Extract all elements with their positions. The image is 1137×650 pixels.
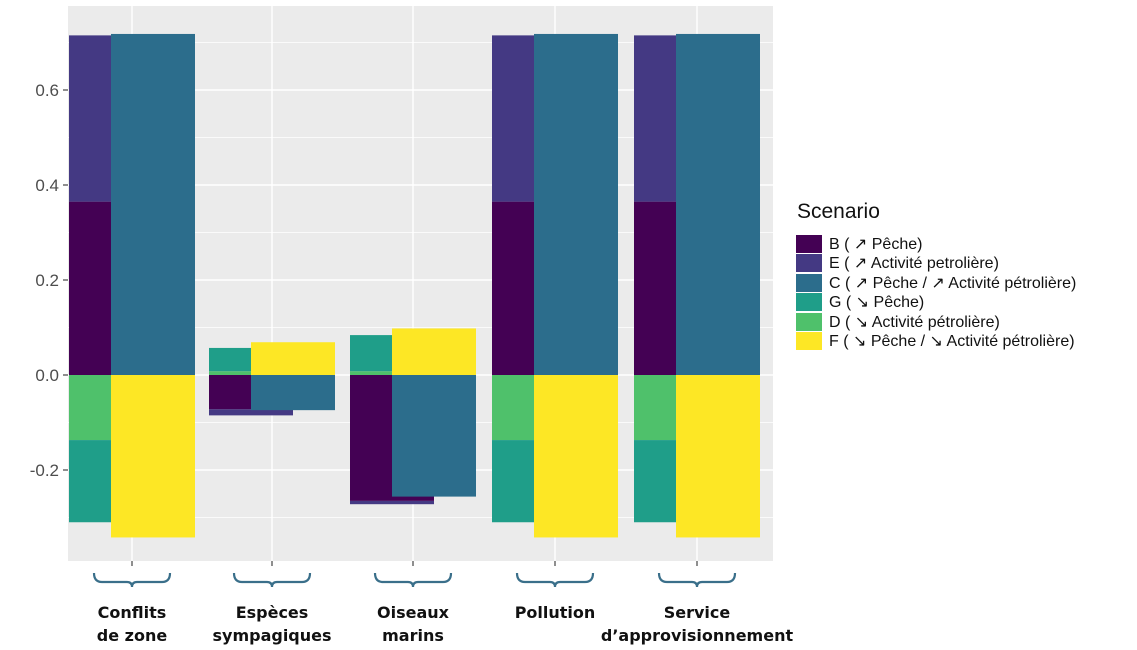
bar-segments xyxy=(69,33,760,538)
category-label: marins xyxy=(382,626,444,645)
legend-swatch xyxy=(796,312,822,331)
x-axis: Conflits de zone Espèces sympagiques Oiseaux… xyxy=(92,561,794,645)
legend-item: D ( ↘ Activité pétrolière) xyxy=(796,312,1136,332)
category-label: Conflits xyxy=(98,603,167,622)
bar-segment-F xyxy=(111,375,195,538)
category-brace xyxy=(92,572,172,588)
legend-item: G ( ↘ Pêche) xyxy=(796,293,1136,313)
legend-label: C ( ↗ Pêche / ↗ Activité pétrolière) xyxy=(829,274,1077,292)
bar-segment-F xyxy=(251,342,335,375)
category-label: Oiseaux xyxy=(377,603,450,622)
bar-segment-E xyxy=(350,500,434,505)
legend-swatch xyxy=(796,293,822,312)
legend-swatch xyxy=(796,234,822,253)
legend-swatch xyxy=(796,273,822,292)
legend-swatch xyxy=(796,332,822,351)
legend-item: B ( ↗ Pêche) xyxy=(796,234,1136,254)
legend-label: E ( ↗ Activité petrolière) xyxy=(829,255,999,273)
bar-segment-C xyxy=(111,33,195,375)
category-brace xyxy=(232,572,312,588)
legend-label: D ( ↘ Activité pétrolière) xyxy=(829,313,1000,331)
bar-segment-E xyxy=(209,409,293,416)
y-tick-label: 0.6 xyxy=(35,81,59,100)
legend-title: Scenario xyxy=(797,200,880,223)
bar-segment-C xyxy=(251,375,335,411)
category-label: de zone xyxy=(97,626,168,645)
legend-label: G ( ↘ Pêche) xyxy=(829,294,925,312)
bar-segment-F xyxy=(676,375,760,538)
y-tick-label: 0.2 xyxy=(35,271,59,290)
category-label: Espèces xyxy=(236,603,309,622)
bar-segment-F xyxy=(392,328,476,375)
legend-label: F ( ↘ Pêche / ↘ Activité pétrolière) xyxy=(829,333,1075,351)
legend-items: B ( ↗ Pêche) E ( ↗ Activité petrolière) C … xyxy=(796,234,1136,351)
category-label: Service xyxy=(664,603,731,622)
category-label: d’approvisionnement xyxy=(601,626,794,645)
y-tick-label: 0.4 xyxy=(35,176,59,195)
bar-segment-C xyxy=(676,33,760,375)
y-axis: 0.6 0.4 0.2 0.0 -0.2 xyxy=(30,81,68,480)
category-label: sympagiques xyxy=(212,626,331,645)
legend-item: F ( ↘ Pêche / ↘ Activité pétrolière) xyxy=(796,332,1136,352)
legend-item: C ( ↗ Pêche / ↗ Activité pétrolière) xyxy=(796,273,1136,293)
bar-segment-C xyxy=(534,33,618,375)
bar-segment-F xyxy=(534,375,618,538)
legend-label: B ( ↗ Pêche) xyxy=(829,235,923,253)
y-tick-label: -0.2 xyxy=(30,461,59,480)
category-brace xyxy=(515,572,595,588)
bar-segment-C xyxy=(392,375,476,497)
legend: Scenario B ( ↗ Pêche) E ( ↗ Activité petr… xyxy=(796,200,1136,351)
category-brace xyxy=(373,572,453,588)
legend-item: E ( ↗ Activité petrolière) xyxy=(796,254,1136,274)
category-label: Pollution xyxy=(515,603,596,622)
y-tick-label: 0.0 xyxy=(35,366,59,385)
category-brace xyxy=(657,572,737,588)
legend-swatch xyxy=(796,254,822,273)
